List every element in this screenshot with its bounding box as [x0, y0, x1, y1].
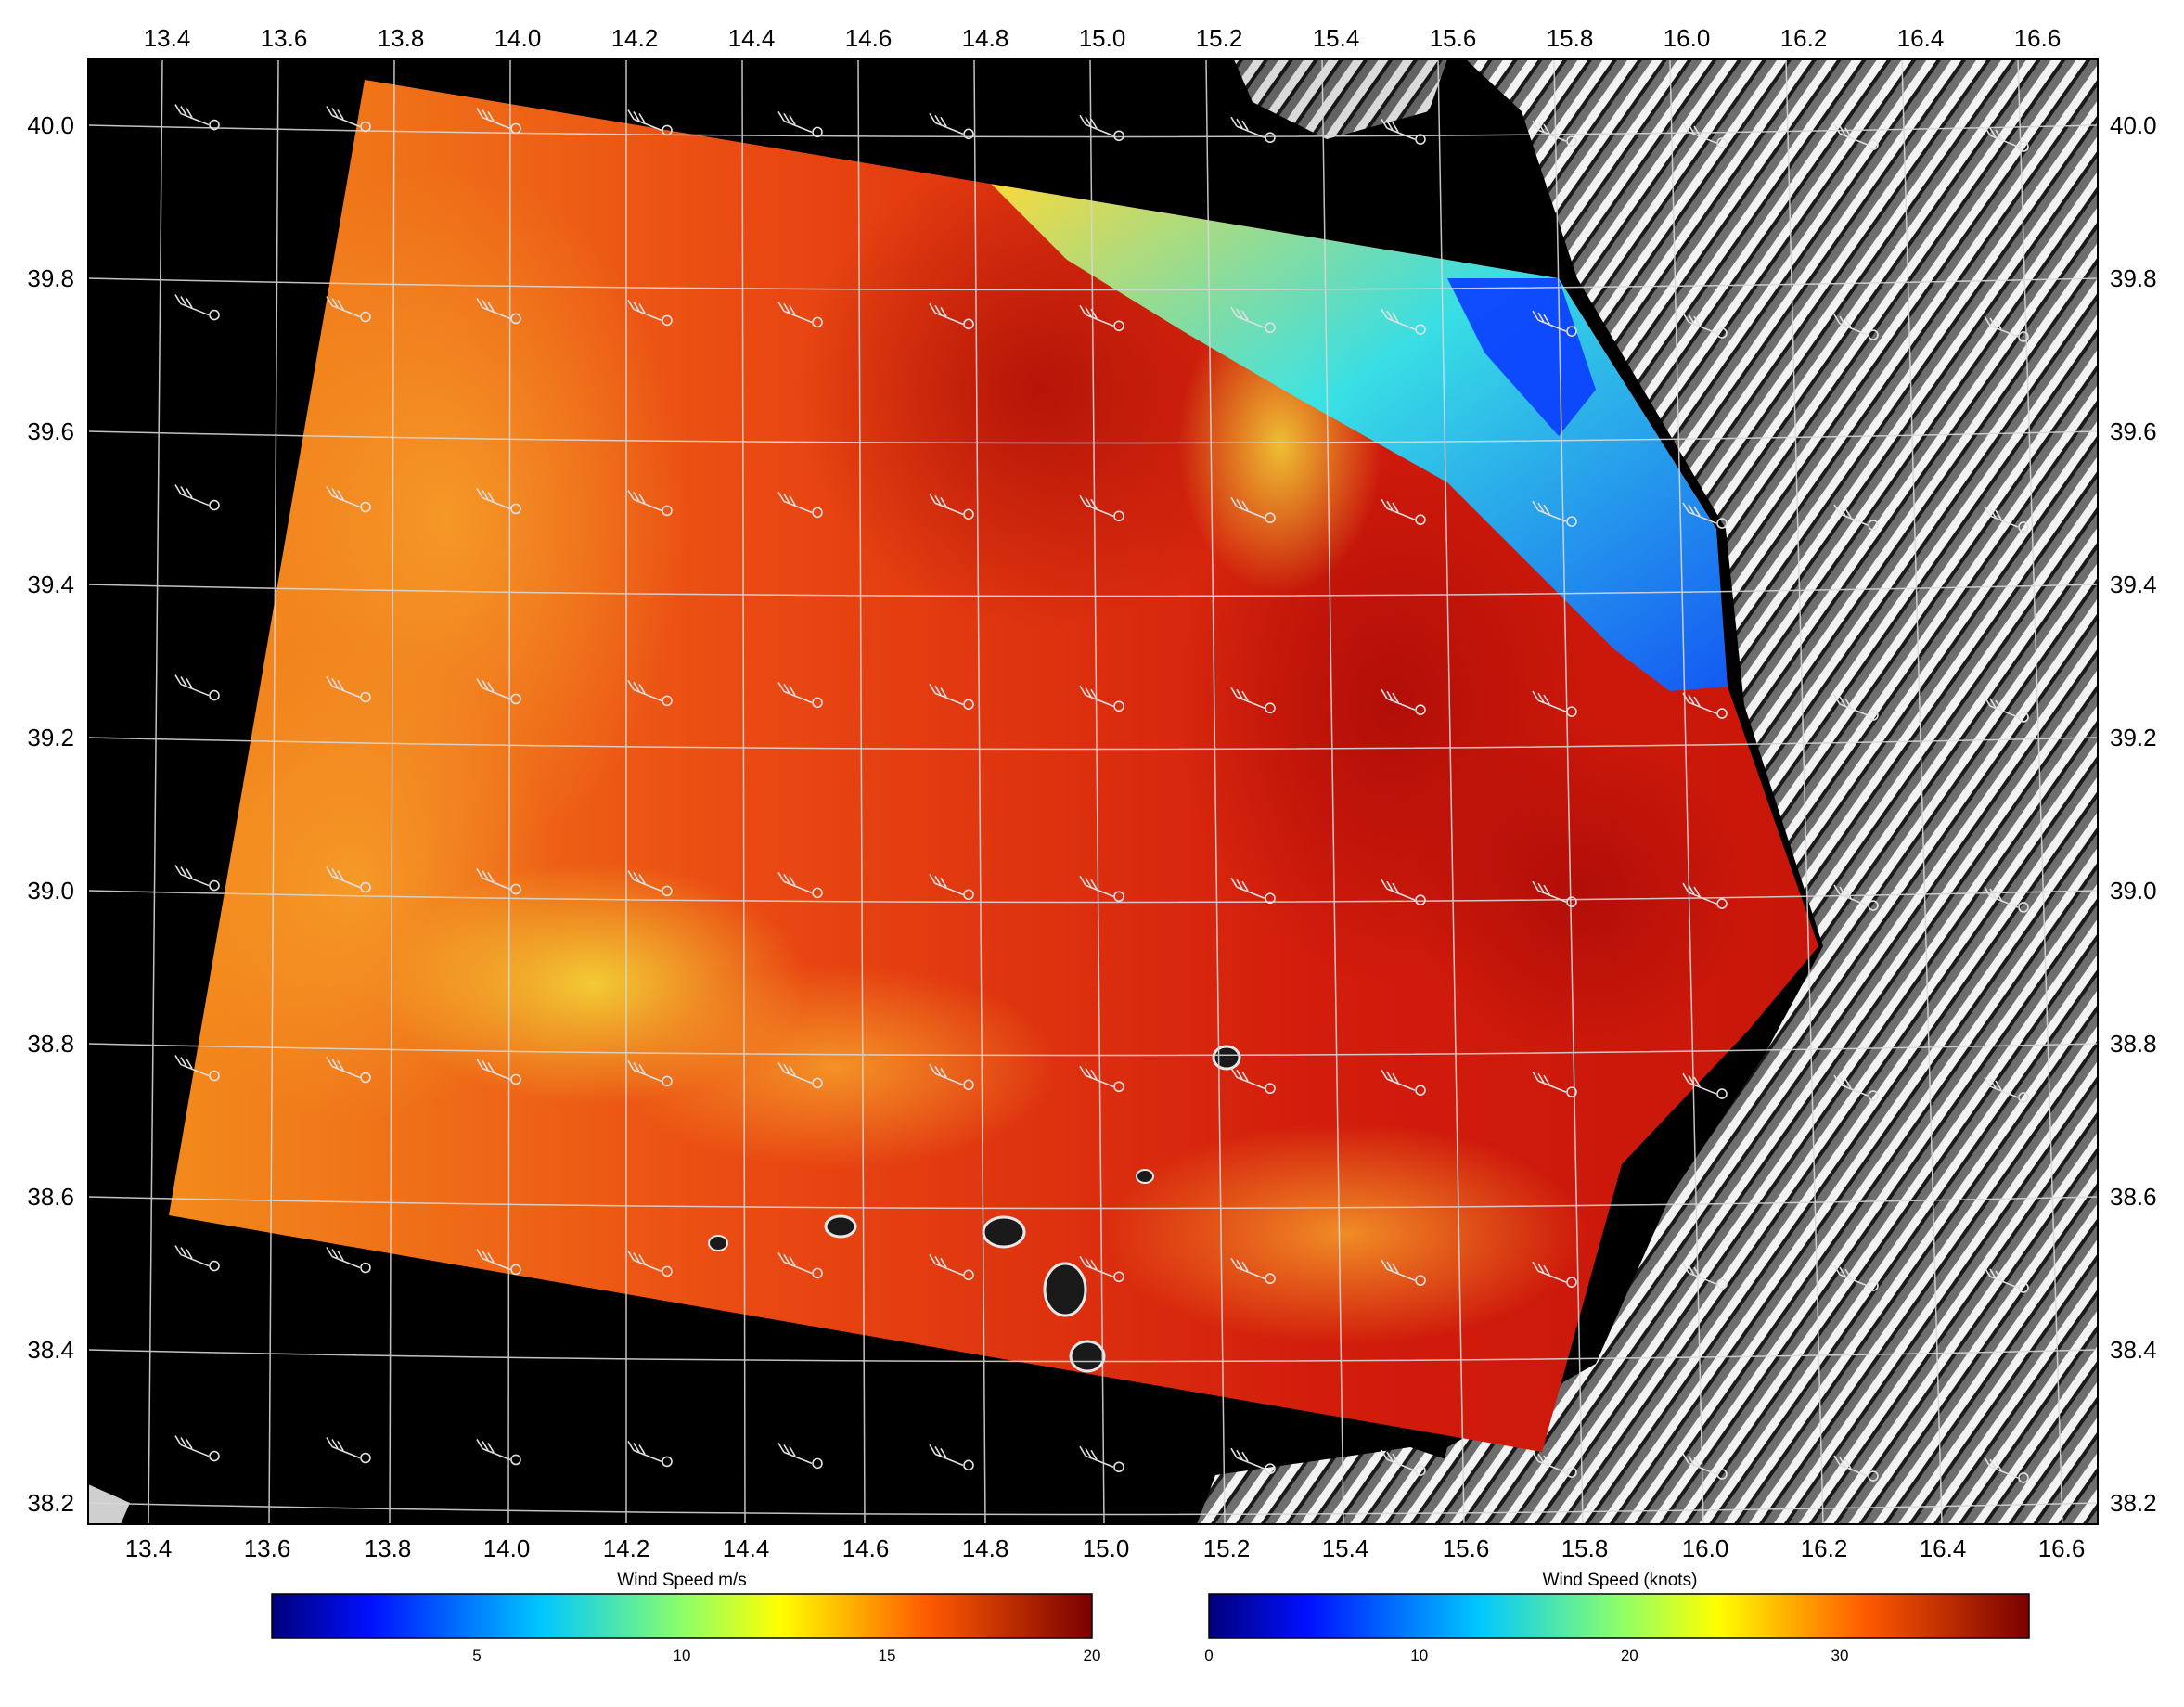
- colorbar-ms-ticks: 5 10 15 20: [472, 1647, 1100, 1664]
- lon-label-top: 14.4: [728, 24, 776, 52]
- lon-label-top: 14.8: [962, 24, 1009, 52]
- lat-label-right: 39.0: [2110, 877, 2157, 905]
- lat-label-left: 39.2: [27, 724, 74, 751]
- lon-label-top: 13.4: [144, 24, 191, 52]
- colorbar-tick-label: 20: [1621, 1647, 1638, 1664]
- lon-label-top: 15.2: [1196, 24, 1243, 52]
- lon-label-bottom: 13.6: [244, 1534, 291, 1562]
- lat-label-right: 39.6: [2110, 417, 2157, 445]
- lon-label-top: 14.0: [495, 24, 542, 52]
- lon-label-top: 16.2: [1780, 24, 1828, 52]
- lat-label-right: 38.8: [2110, 1030, 2157, 1058]
- lon-label-bottom: 15.4: [1322, 1534, 1369, 1562]
- lat-label-left: 39.8: [27, 264, 74, 292]
- colorbar-tick-label: 15: [879, 1647, 896, 1664]
- lon-label-bottom: 13.4: [125, 1534, 173, 1562]
- lat-label-left: 39.6: [27, 417, 74, 445]
- lat-label-left: 38.2: [27, 1489, 74, 1517]
- lat-label-right: 39.8: [2110, 264, 2157, 292]
- bottom-longitude-labels: 13.4 13.6 13.8 14.0 14.2 14.4 14.6 14.8 …: [125, 1534, 2086, 1562]
- colorbar-tick-label: 10: [1410, 1647, 1428, 1664]
- lon-label-bottom: 16.2: [1801, 1534, 1848, 1562]
- lon-label-bottom: 15.6: [1443, 1534, 1490, 1562]
- colorbar-knots-title: Wind Speed (knots): [1543, 1571, 1698, 1590]
- top-longitude-labels: 13.4 13.6 13.8 14.0 14.2 14.4 14.6 14.8 …: [144, 24, 2062, 52]
- lat-label-left: 38.6: [27, 1183, 74, 1211]
- lon-label-top: 16.4: [1897, 24, 1945, 52]
- colorbar-tick-label: 10: [674, 1647, 691, 1664]
- colorbar-tick-label: 30: [1831, 1647, 1849, 1664]
- lon-label-top: 15.0: [1079, 24, 1126, 52]
- lon-label-top: 13.6: [261, 24, 308, 52]
- lat-label-right: 39.4: [2110, 571, 2157, 598]
- lon-label-bottom: 15.8: [1561, 1534, 1609, 1562]
- lat-label-left: 40.0: [27, 111, 74, 139]
- colorbar-tick-label: 20: [1084, 1647, 1101, 1664]
- colorbar-ms-gradient: [272, 1594, 1092, 1638]
- left-latitude-labels: 40.0 39.8 39.6 39.4 39.2 39.0 38.8 38.6 …: [27, 111, 74, 1517]
- lon-label-top: 15.6: [1430, 24, 1477, 52]
- lon-label-bottom: 15.2: [1203, 1534, 1251, 1562]
- colorbar-tick-label: 0: [1204, 1647, 1213, 1664]
- lon-label-bottom: 14.8: [962, 1534, 1009, 1562]
- lon-label-bottom: 16.4: [1920, 1534, 1967, 1562]
- lon-label-top: 14.6: [845, 24, 893, 52]
- colorbar-tick-label: 5: [472, 1647, 481, 1664]
- right-latitude-labels: 40.0 39.8 39.6 39.4 39.2 39.0 38.8 38.6 …: [2110, 111, 2157, 1517]
- lon-label-top: 14.2: [611, 24, 659, 52]
- lon-label-bottom: 14.2: [603, 1534, 650, 1562]
- lon-label-bottom: 15.0: [1083, 1534, 1130, 1562]
- lon-label-top: 13.8: [378, 24, 425, 52]
- lon-label-bottom: 14.6: [842, 1534, 890, 1562]
- lon-label-bottom: 16.0: [1682, 1534, 1729, 1562]
- lon-label-top: 16.6: [2014, 24, 2062, 52]
- lat-label-right: 40.0: [2110, 111, 2157, 139]
- lat-label-left: 39.0: [27, 877, 74, 905]
- lon-label-top: 15.4: [1313, 24, 1360, 52]
- colorbar-ms-title: Wind Speed m/s: [617, 1571, 746, 1590]
- lon-label-bottom: 13.8: [365, 1534, 412, 1562]
- lat-label-right: 38.6: [2110, 1183, 2157, 1211]
- lat-label-left: 39.4: [27, 571, 74, 598]
- lon-label-top: 16.0: [1664, 24, 1711, 52]
- colorbar-knots-ticks: 0 10 20 30: [1204, 1647, 1848, 1664]
- lat-label-left: 38.4: [27, 1336, 74, 1364]
- lat-label-right: 38.4: [2110, 1336, 2157, 1364]
- lat-label-left: 38.8: [27, 1030, 74, 1058]
- colorbar-knots: Wind Speed (knots) 0 10 20 30: [1204, 1571, 2029, 1664]
- lat-label-right: 38.2: [2110, 1489, 2157, 1517]
- lon-label-bottom: 16.6: [2038, 1534, 2086, 1562]
- lon-label-bottom: 14.4: [723, 1534, 770, 1562]
- colorbar-knots-gradient: [1209, 1594, 2029, 1638]
- lat-label-right: 39.2: [2110, 724, 2157, 751]
- colorbar-ms: Wind Speed m/s 5 10 15 20: [272, 1571, 1100, 1664]
- lon-label-top: 15.8: [1547, 24, 1594, 52]
- lon-label-bottom: 14.0: [483, 1534, 531, 1562]
